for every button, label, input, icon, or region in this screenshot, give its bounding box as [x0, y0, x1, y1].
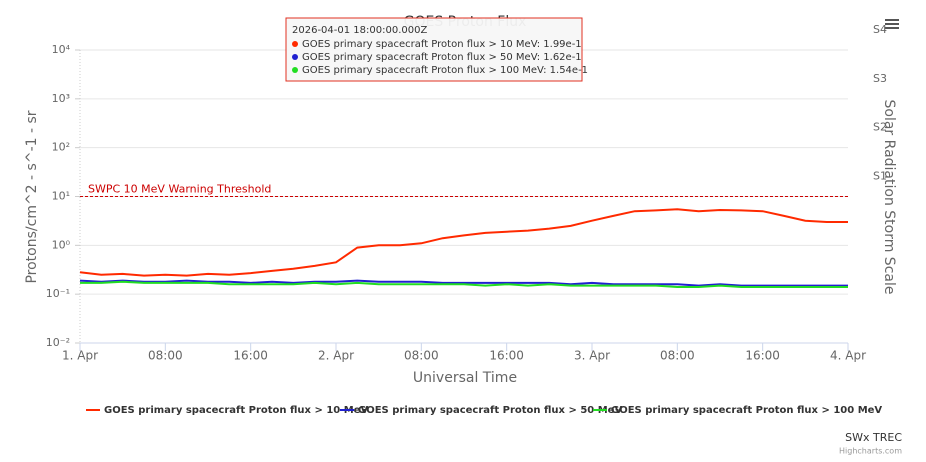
legend-label: GOES primary spacecraft Proton flux > 50…	[358, 405, 622, 416]
tooltip-dot	[292, 41, 298, 47]
tooltip-sep: :	[537, 39, 544, 50]
legend-label: GOES primary spacecraft Proton flux > 10…	[611, 405, 882, 416]
y-tick-label: 10²	[52, 141, 70, 154]
x-tick-label: 08:00	[660, 349, 695, 363]
x-tick-label: 3. Apr	[574, 349, 610, 363]
menu-bar	[885, 19, 899, 21]
y2-tick-label: S2	[873, 121, 887, 134]
y2-tick-label: S1	[873, 170, 887, 183]
tooltip-time: 2026-04-01 18:00:00.000Z	[292, 25, 427, 36]
tooltip-row: GOES primary spacecraft Proton flux > 50…	[302, 52, 582, 63]
tooltip-value: 1.62e-1	[543, 52, 581, 63]
tooltip-value: 1.99e-1	[543, 39, 581, 50]
tooltip-series: GOES primary spacecraft Proton flux > 50…	[302, 52, 538, 63]
y2-tick-label: S4	[873, 23, 887, 36]
legend-item[interactable]: GOES primary spacecraft Proton flux > 10…	[86, 405, 368, 416]
tooltip-value: 1.54e-1	[550, 65, 588, 76]
y-tick-label: 10⁴	[52, 43, 71, 56]
x-tick-label: 08:00	[404, 349, 439, 363]
tooltip-sep: :	[543, 65, 550, 76]
menu-bar	[885, 27, 899, 29]
legend-item[interactable]: GOES primary spacecraft Proton flux > 10…	[593, 405, 882, 416]
y2-tick-label: S3	[873, 72, 887, 85]
tooltip-dot	[292, 54, 298, 60]
x-tick-label: 08:00	[148, 349, 183, 363]
legend-item[interactable]: GOES primary spacecraft Proton flux > 50…	[340, 405, 622, 416]
series-line	[79, 208, 848, 277]
tooltip: 2026-04-01 18:00:00.000Z GOES primary spa…	[285, 17, 588, 82]
x-tick-label: 16:00	[233, 349, 268, 363]
y-tick-label: 10¹	[52, 190, 70, 203]
tooltip-row: GOES primary spacecraft Proton flux > 10…	[302, 65, 588, 76]
x-tick-label: 1. Apr	[62, 349, 98, 363]
menu-bar	[885, 23, 899, 25]
threshold-label: SWPC 10 MeV Warning Threshold	[88, 183, 271, 196]
legend-label: GOES primary spacecraft Proton flux > 10…	[104, 405, 368, 416]
tooltip-sep: :	[537, 52, 544, 63]
x-tick-label: 4. Apr	[830, 349, 866, 363]
y-axis-title: Protons/cm^2 - s^-1 - sr	[24, 110, 40, 283]
tooltip-series: GOES primary spacecraft Proton flux > 10…	[302, 65, 544, 76]
x-tick-label: 16:00	[489, 349, 524, 363]
y-tick-label: 10⁰	[52, 238, 71, 251]
menu-icon[interactable]	[885, 19, 899, 29]
y-tick-label: 10³	[52, 92, 70, 105]
tooltip-dot	[292, 67, 298, 73]
tooltip-row: GOES primary spacecraft Proton flux > 10…	[302, 39, 582, 50]
y-tick-label: 10⁻²	[46, 336, 70, 349]
x-tick-label: 2. Apr	[318, 349, 354, 363]
tooltip-series: GOES primary spacecraft Proton flux > 10…	[302, 39, 538, 50]
series-line	[80, 280, 848, 288]
credit[interactable]: Highcharts.com	[839, 447, 902, 456]
y2-axis-title: Solar Radiation Storm Scale	[881, 100, 897, 295]
credit: SWx TREC	[845, 431, 902, 444]
series-line	[79, 279, 848, 287]
y-tick-label: 10⁻¹	[46, 287, 70, 300]
tooltip-box	[285, 17, 583, 82]
x-tick-label: 16:00	[745, 349, 780, 363]
x-axis-title: Universal Time	[413, 370, 517, 386]
